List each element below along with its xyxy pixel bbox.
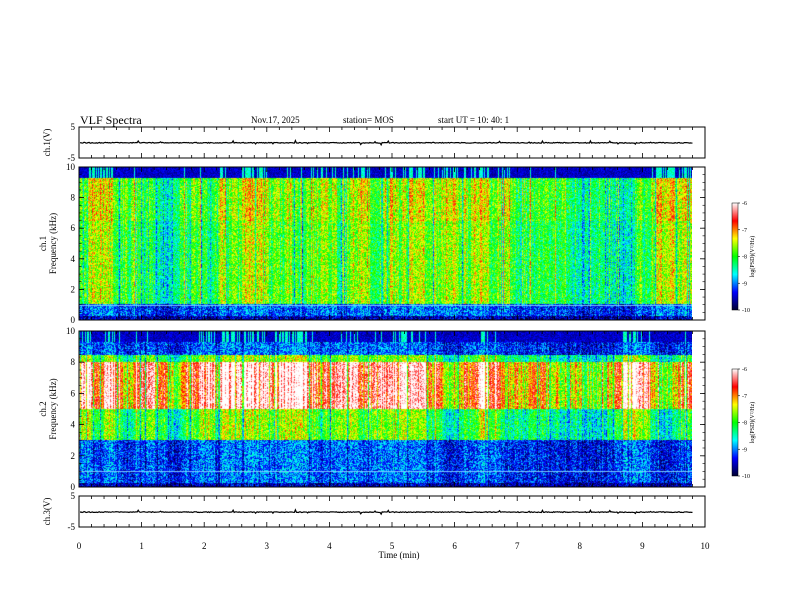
y-tick-label: 6	[71, 223, 76, 233]
y-tick-label: 5	[71, 491, 76, 501]
x-tick-label: 3	[265, 541, 270, 551]
colorbar-tick-label: -8	[742, 421, 747, 427]
y-tick-label: 8	[71, 357, 76, 367]
colorbar-tick-label: -6	[742, 201, 747, 207]
x-tick-label: 4	[327, 541, 332, 551]
x-tick-label: 1	[139, 541, 144, 551]
y-tick-label: 0	[71, 482, 76, 492]
y-axis-label: ch.1(V)	[42, 129, 52, 157]
waveform-trace	[79, 138, 693, 147]
colorbar-tick-label: -7	[742, 228, 747, 234]
colorbar-scale	[731, 368, 739, 477]
colorbar-label: log(PSD)(V²/Hz)	[749, 402, 756, 443]
y-tick-label: 2	[71, 284, 76, 294]
y-tick-label: -5	[68, 153, 76, 163]
x-tick-label: 9	[640, 541, 645, 551]
y-tick-label: 10	[66, 162, 76, 172]
y-tick-label: 6	[71, 388, 76, 398]
x-tick-label: 6	[452, 541, 457, 551]
date-label: Nov.17, 2025	[251, 115, 300, 125]
x-tick-label: 10	[701, 541, 711, 551]
time-axis: 0 1 2 3 4 5 6 7 8 9 10	[77, 541, 710, 551]
x-tick-label: 0	[77, 541, 82, 551]
y-tick-label: 5	[71, 122, 76, 132]
ch2-spectrogram-panel: 0 2 4 6 8 10 ch.2 Frequency (kHz)	[38, 326, 706, 492]
colorbar-tick-label: -9	[742, 447, 747, 453]
spectrogram-image	[79, 167, 692, 320]
figure-title: VLF Spectra	[80, 113, 142, 127]
y-tick-label: -5	[68, 522, 76, 532]
ch3-waveform-panel: 5 -5 ch.3(V)	[42, 491, 706, 532]
y-tick-label: 4	[71, 254, 76, 264]
spectrogram-image	[79, 331, 692, 487]
start-time-label: start UT = 10: 40: 1	[438, 115, 509, 125]
y-axis-label: ch.3(V)	[42, 498, 52, 526]
ch1-waveform-panel: 5 -5 ch.1(V)	[42, 122, 706, 163]
colorbar-tick-label: -7	[742, 394, 747, 400]
x-tick-label: 2	[202, 541, 207, 551]
x-axis-label: Time (min)	[379, 550, 420, 560]
x-tick-label: 5	[390, 541, 395, 551]
y-axis-label: Frequency (kHz)	[48, 378, 58, 439]
colorbar-tick-label: -6	[742, 367, 747, 373]
colorbar-label: log(PSD)(V²/Hz)	[749, 236, 756, 277]
y-axis-label: ch.2	[38, 401, 48, 416]
colorbar-tick-label: -9	[742, 281, 747, 287]
x-tick-label: 7	[515, 541, 520, 551]
station-label: station= MOS	[343, 115, 394, 125]
ch1-colorbar: -6 -7 -8 -9 -10 log(PSD)(V²/Hz)	[731, 201, 756, 314]
waveform-trace	[79, 508, 693, 516]
y-axis-label: ch.1	[38, 236, 48, 251]
colorbar-tick-label: -10	[742, 474, 750, 480]
y-tick-label: 8	[71, 193, 76, 203]
y-tick-label: 2	[71, 451, 76, 461]
ch2-colorbar: -6 -7 -8 -9 -10 log(PSD)(V²/Hz)	[731, 367, 756, 480]
y-tick-label: 4	[71, 420, 76, 430]
y-axis-label: Frequency (kHz)	[48, 213, 58, 274]
colorbar-tick-label: -10	[742, 308, 750, 314]
colorbar-tick-label: -8	[742, 255, 747, 261]
colorbar-scale	[731, 202, 739, 311]
x-tick-label: 8	[578, 541, 583, 551]
y-tick-label: 10	[66, 326, 76, 336]
y-tick-label: 0	[71, 315, 76, 325]
ch1-spectrogram-panel: 0 2 4 6 8 10 ch.1 Frequency (kHz)	[38, 162, 706, 325]
